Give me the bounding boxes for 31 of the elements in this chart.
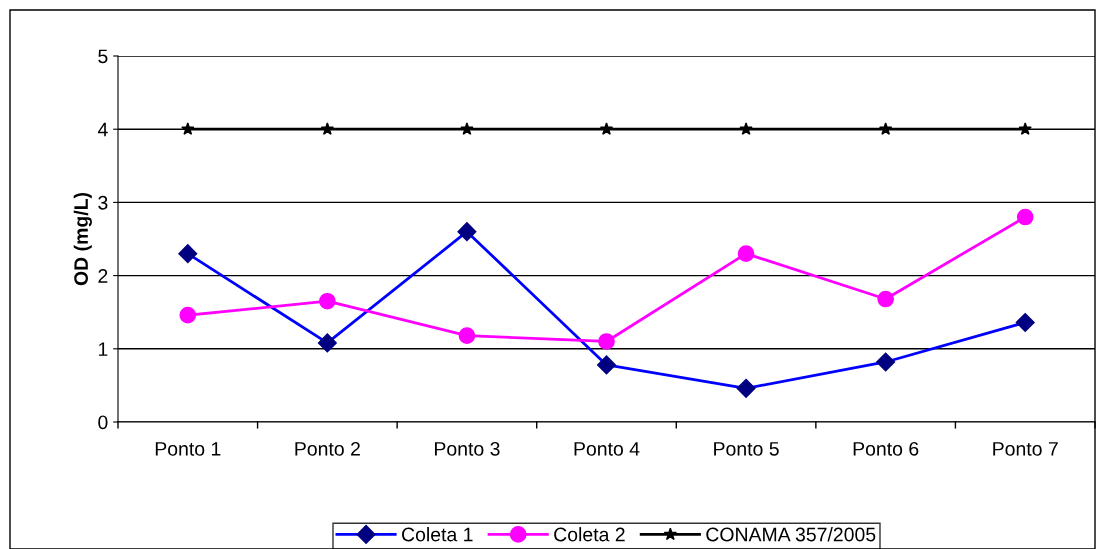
x-tick-label: Ponto 2 bbox=[295, 441, 360, 456]
point bbox=[737, 245, 755, 262]
point bbox=[179, 306, 197, 324]
x-tick-label: Ponto 7 bbox=[993, 442, 1058, 456]
x-tick-label: Ponto 6 bbox=[853, 441, 919, 456]
point bbox=[877, 290, 894, 308]
point bbox=[599, 122, 614, 135]
y-axis-title: OD (mg/L) bbox=[73, 192, 92, 286]
y-tick-label: 3 bbox=[98, 195, 108, 210]
y-tick-label: 2 bbox=[98, 269, 108, 283]
point bbox=[181, 122, 195, 135]
legend-label: Coleta 1 bbox=[402, 527, 473, 542]
x-tick-label: Ponto 4 bbox=[574, 442, 640, 456]
x-tick-label: Ponto 1 bbox=[155, 442, 221, 456]
point bbox=[460, 122, 474, 135]
y-tick-label: 4 bbox=[97, 122, 108, 137]
x-tick-label: Ponto 5 bbox=[714, 442, 779, 456]
y-tick-label: 1 bbox=[98, 342, 108, 356]
point bbox=[1018, 122, 1032, 135]
point bbox=[1016, 208, 1034, 226]
legend-label: CONAMA 357/2005 bbox=[706, 527, 876, 542]
point bbox=[320, 122, 334, 135]
point bbox=[879, 122, 893, 135]
point bbox=[739, 122, 753, 135]
point bbox=[319, 292, 336, 310]
y-tick-label: 0 bbox=[98, 415, 108, 430]
x-tick-label: Ponto 3 bbox=[435, 441, 500, 456]
y-tick-label: 5 bbox=[98, 49, 108, 64]
point bbox=[598, 333, 615, 350]
legend-label: Coleta 2 bbox=[554, 527, 625, 542]
point bbox=[458, 327, 476, 344]
